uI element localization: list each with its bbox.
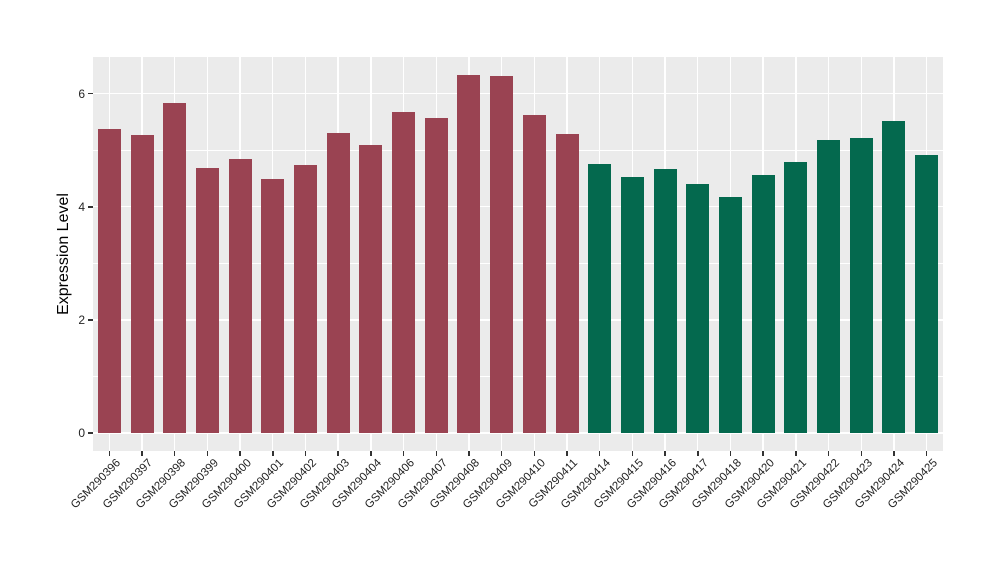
x-tick-mark [631, 451, 634, 456]
bar [490, 75, 514, 433]
x-tick-mark [173, 451, 176, 456]
y-tick-label: 6 [78, 86, 85, 101]
major-gridline [93, 206, 943, 208]
x-tick-mark [500, 451, 503, 456]
bar [261, 178, 285, 433]
x-tick-mark [795, 451, 797, 456]
y-tick-label: 4 [78, 199, 85, 214]
plot-panel [93, 57, 943, 451]
minor-gridline [93, 376, 943, 377]
x-tick-mark [337, 451, 339, 456]
y-tick-label: 0 [78, 425, 85, 440]
x-tick-mark [108, 451, 111, 456]
x-tick-mark [468, 451, 470, 456]
x-tick-mark [925, 451, 928, 456]
x-tick-mark [435, 451, 438, 456]
bar [915, 155, 939, 433]
bar [555, 134, 579, 433]
bar [392, 111, 416, 433]
minor-gridline [93, 262, 943, 264]
bar [849, 138, 873, 433]
bar [784, 161, 808, 433]
bar [882, 121, 906, 433]
x-tick-mark [402, 451, 405, 456]
bar [359, 145, 383, 433]
bar [719, 197, 742, 433]
bar [653, 169, 677, 433]
bar [97, 129, 121, 433]
y-tick-mark [87, 432, 93, 434]
major-gridline [93, 432, 943, 434]
bar [228, 159, 252, 433]
x-tick-mark [239, 451, 241, 456]
bar [294, 164, 317, 433]
x-tick-mark [762, 451, 764, 456]
y-tick-mark [87, 319, 93, 321]
x-tick-mark [272, 451, 274, 456]
x-tick-mark [598, 451, 601, 456]
bar [817, 139, 841, 433]
bar [686, 184, 710, 433]
bar [522, 114, 546, 433]
x-tick-mark [827, 451, 830, 456]
x-tick-mark [533, 451, 536, 456]
bar [588, 163, 612, 433]
minor-gridline [93, 149, 943, 151]
major-gridline [93, 319, 943, 321]
y-tick-label: 2 [78, 312, 85, 327]
bar [751, 175, 775, 433]
x-tick-mark [304, 451, 307, 456]
x-tick-mark [860, 451, 863, 456]
y-axis-title-area: Expression Level [47, 57, 81, 451]
bar [620, 177, 644, 433]
bar [424, 118, 448, 433]
x-tick-mark [893, 451, 895, 456]
x-tick-mark [664, 451, 666, 456]
x-tick-mark [566, 451, 568, 456]
x-tick-mark [729, 451, 732, 456]
bar [457, 75, 481, 433]
bar [130, 135, 154, 433]
y-tick-mark [87, 92, 93, 95]
major-gridline [93, 93, 943, 95]
bar [163, 102, 187, 433]
x-tick-mark [370, 451, 372, 456]
x-tick-mark [206, 451, 209, 456]
x-tick-mark [697, 451, 699, 456]
bar [326, 132, 350, 433]
x-tick-mark [141, 451, 143, 456]
bar [195, 168, 219, 433]
y-tick-mark [87, 206, 93, 208]
